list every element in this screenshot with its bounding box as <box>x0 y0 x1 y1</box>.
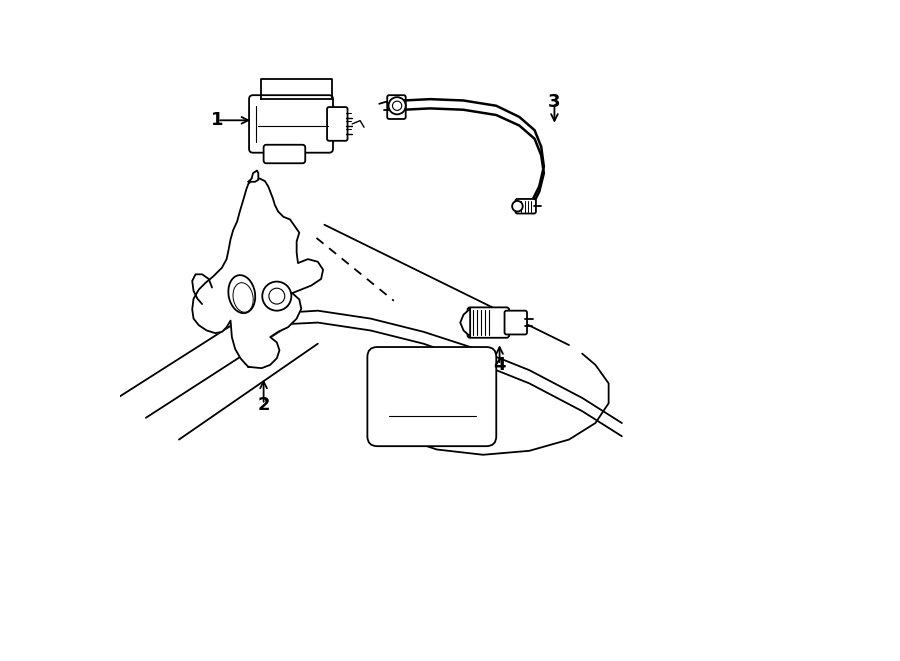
Text: 1: 1 <box>212 111 223 130</box>
Polygon shape <box>193 274 212 304</box>
FancyBboxPatch shape <box>387 95 406 119</box>
Polygon shape <box>261 79 332 99</box>
Ellipse shape <box>233 283 253 312</box>
Circle shape <box>512 201 523 212</box>
Circle shape <box>392 101 401 110</box>
Circle shape <box>262 282 292 311</box>
FancyBboxPatch shape <box>505 311 527 334</box>
Polygon shape <box>460 309 470 336</box>
Ellipse shape <box>229 275 256 313</box>
FancyBboxPatch shape <box>367 347 496 446</box>
Circle shape <box>389 97 406 114</box>
Polygon shape <box>248 171 258 182</box>
Text: 2: 2 <box>257 395 270 414</box>
FancyBboxPatch shape <box>516 199 536 214</box>
Polygon shape <box>193 178 323 368</box>
FancyBboxPatch shape <box>467 307 509 338</box>
Circle shape <box>269 288 284 304</box>
Text: 3: 3 <box>548 93 561 112</box>
FancyBboxPatch shape <box>249 95 333 153</box>
Text: 4: 4 <box>493 356 506 374</box>
FancyBboxPatch shape <box>327 107 347 141</box>
FancyBboxPatch shape <box>264 145 305 163</box>
